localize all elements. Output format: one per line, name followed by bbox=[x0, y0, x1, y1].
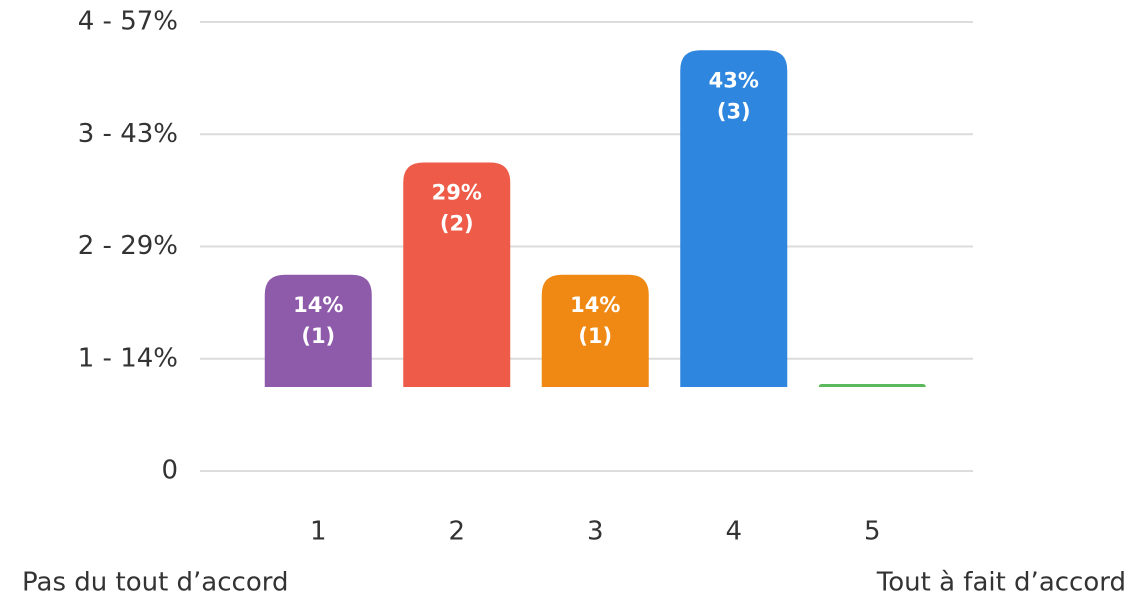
axis-annotation: Tout à fait d’accord bbox=[876, 568, 1126, 598]
y-tick-label: 3 - 43% bbox=[78, 119, 178, 149]
bar bbox=[680, 50, 788, 387]
data-label: (3) bbox=[717, 99, 751, 123]
data-label: (2) bbox=[440, 212, 474, 236]
x-tick-label: 2 bbox=[448, 517, 465, 547]
data-label: (1) bbox=[301, 324, 335, 348]
y-tick-label: 2 - 29% bbox=[78, 231, 178, 261]
bar bbox=[818, 384, 926, 387]
data-label: 43% bbox=[709, 68, 759, 92]
bar bbox=[403, 162, 511, 387]
data-label: 29% bbox=[432, 181, 482, 205]
x-tick-label: 3 bbox=[587, 517, 604, 547]
bar bbox=[264, 274, 372, 387]
x-tick-label: 5 bbox=[864, 517, 881, 547]
data-label: 14% bbox=[293, 293, 343, 317]
data-label: (1) bbox=[578, 324, 612, 348]
bar bbox=[541, 274, 649, 387]
x-tick-label: 1 bbox=[310, 517, 327, 547]
y-tick-label: 0 bbox=[161, 456, 178, 486]
x-tick-label: 4 bbox=[725, 517, 742, 547]
data-label: 14% bbox=[570, 293, 620, 317]
axis-annotation: Pas du tout d’accord bbox=[22, 568, 288, 598]
y-tick-label: 4 - 57% bbox=[78, 7, 178, 37]
y-tick-label: 1 - 14% bbox=[78, 343, 178, 373]
